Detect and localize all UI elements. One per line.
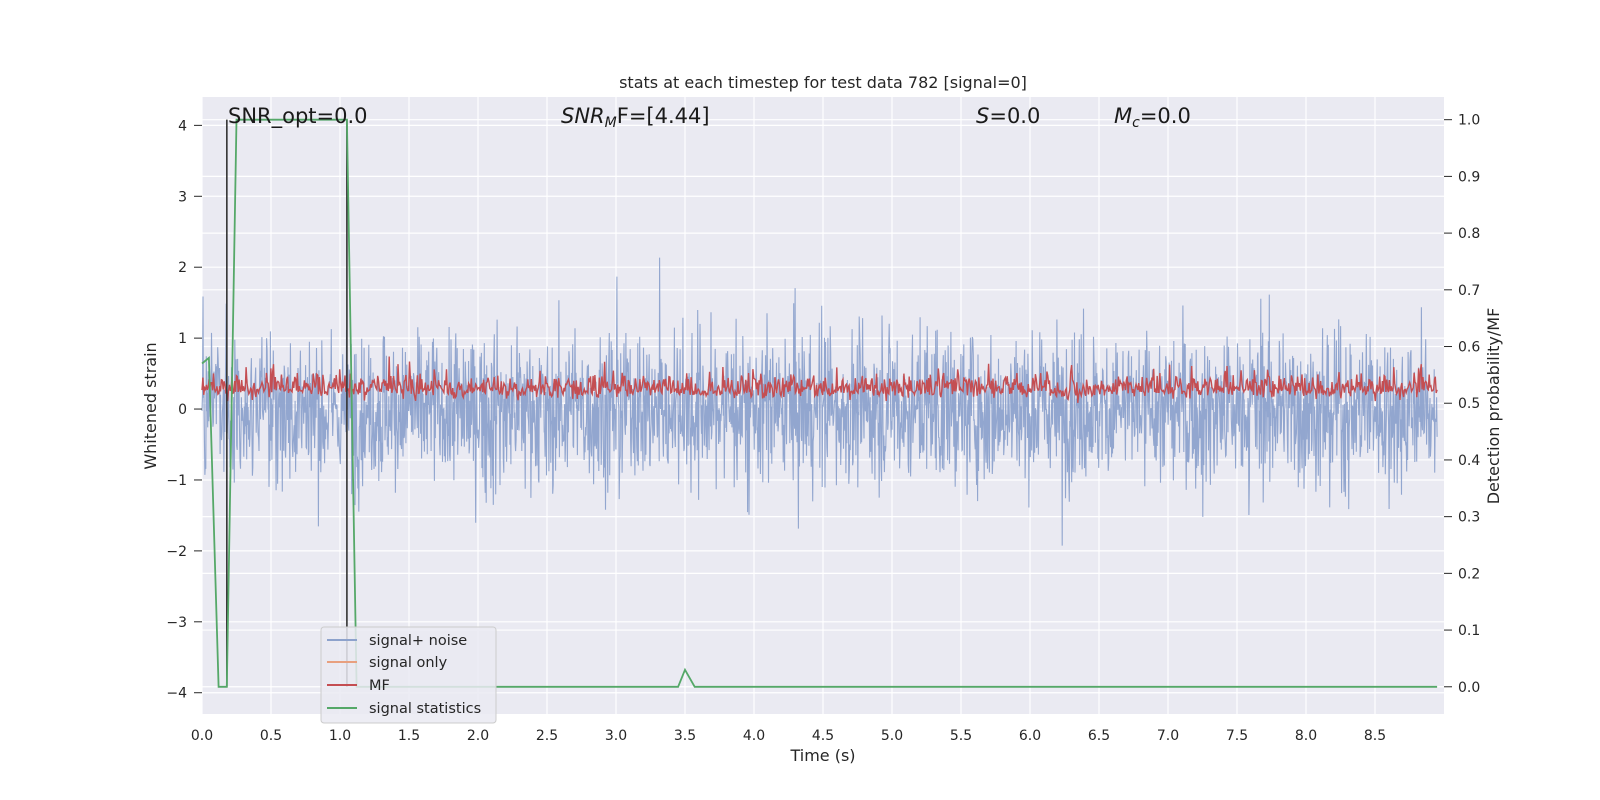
signal-statistics-line (201, 118, 1438, 688)
snr-mf-label: SNR (561, 104, 605, 128)
s-label: S (976, 104, 989, 128)
y-left-tick-label: 3 (178, 189, 187, 205)
x-tick-label: 5.5 (950, 728, 972, 744)
mc-annotation: Mc=0.0 (1114, 104, 1191, 131)
mc-subscript: c (1132, 115, 1140, 131)
x-tick-label: 3.0 (605, 728, 627, 744)
y-left-tick-label: −1 (166, 473, 187, 489)
x-tick-label: 8.5 (1364, 728, 1386, 744)
mc-label: M (1114, 104, 1132, 128)
y-right-tick-labels: 1.0 0.9 0.8 0.7 0.6 0.5 0.4 0.3 0.2 0.1 0.0 (1444, 113, 1480, 696)
y-right-tick-label: 0.2 (1458, 566, 1480, 582)
s-value: =0.0 (989, 104, 1040, 128)
y-right-tick-label: 0.4 (1458, 453, 1480, 469)
snr-mf-subscript: M (605, 115, 617, 131)
x-tick-label: 2.0 (467, 728, 489, 744)
x-tick-label: 5.0 (881, 728, 903, 744)
y-right-tick-label: 0.6 (1458, 340, 1480, 356)
signal-noise-line (201, 257, 1438, 546)
y-axis-label-left: Whitened strain (141, 342, 160, 469)
mc-value: =0.0 (1140, 104, 1191, 128)
y-right-tick-label: 0.0 (1458, 680, 1480, 696)
legend-label-mf: MF (369, 678, 390, 694)
y-left-tick-labels: 4 3 2 1 0 −1 −2 −3 −4 (166, 118, 202, 702)
x-tick-label: 7.0 (1157, 728, 1179, 744)
legend: signal+ noise signal only MF signal stat… (320, 626, 497, 724)
snr-opt-annotation: SNR_opt=0.0 (228, 104, 368, 129)
legend-label-signal-only: signal only (369, 655, 448, 671)
x-tick-label: 1.5 (398, 728, 420, 744)
snr-mf-annotation: SNRMF=[4.44] (561, 104, 710, 131)
y-left-tick-label: −2 (166, 544, 187, 560)
x-tick-labels: 0.0 0.5 1.0 1.5 2.0 2.5 3.0 3.5 4.0 4.5 5.0 5.5 6.0 6… (191, 728, 1386, 744)
x-axis-label: Time (s) (789, 746, 855, 765)
y-left-tick-label: −3 (166, 615, 187, 631)
vertical-markers (226, 119, 348, 687)
mf-line (201, 356, 1438, 403)
x-tick-label: 4.0 (743, 728, 765, 744)
chart-title: stats at each timestep for test data 782… (619, 73, 1027, 92)
y-left-tick-label: 2 (178, 260, 187, 276)
s-annotation: S=0.0 (976, 104, 1040, 128)
y-right-tick-label: 0.7 (1458, 283, 1480, 299)
y-right-tick-label: 0.9 (1458, 169, 1480, 185)
y-left-tick-label: −4 (166, 686, 187, 702)
y-left-tick-label: 1 (178, 331, 187, 347)
y-left-tick-label: 0 (178, 402, 187, 418)
legend-label-signal-noise: signal+ noise (369, 633, 467, 649)
x-tick-label: 3.5 (674, 728, 696, 744)
legend-box (320, 626, 497, 724)
y-right-tick-label: 1.0 (1458, 113, 1480, 129)
x-tick-label: 2.5 (536, 728, 558, 744)
x-tick-label: 4.5 (812, 728, 834, 744)
x-tick-label: 1.0 (329, 728, 351, 744)
mf-series (201, 356, 1438, 403)
y-right-tick-label: 0.8 (1458, 226, 1480, 242)
signal-statistics-series (201, 118, 1438, 688)
x-tick-label: 0.5 (260, 728, 282, 744)
y-right-tick-label: 0.5 (1458, 396, 1480, 412)
y-right-tick-label: 0.3 (1458, 510, 1480, 526)
snr-mf-value: F=[4.44] (617, 104, 710, 128)
signal-noise-series (201, 257, 1438, 546)
x-tick-label: 8.0 (1295, 728, 1317, 744)
x-tick-label: 0.0 (191, 728, 213, 744)
y-right-tick-label: 0.1 (1458, 623, 1480, 639)
x-tick-label: 7.5 (1226, 728, 1248, 744)
y-axis-label-right: Detection probability/MF (1484, 308, 1503, 505)
legend-label-signal-statistics: signal statistics (369, 701, 481, 717)
y-left-tick-label: 4 (178, 118, 187, 134)
x-tick-label: 6.0 (1019, 728, 1041, 744)
x-tick-label: 6.5 (1088, 728, 1110, 744)
